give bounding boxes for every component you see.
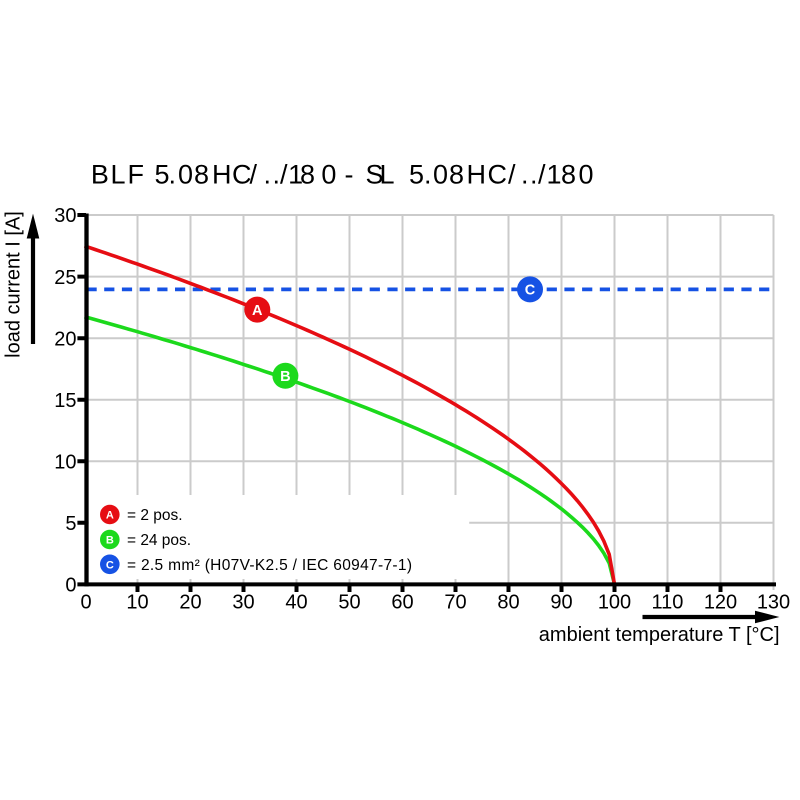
svg-text:0: 0 (80, 592, 91, 614)
svg-text:= 2 pos.: = 2 pos. (127, 507, 183, 524)
svg-text:70: 70 (444, 592, 466, 614)
svg-text:load current I [A]: load current I [A] (3, 211, 25, 358)
svg-text:30: 30 (232, 592, 254, 614)
svg-text:B: B (280, 369, 290, 385)
svg-text:C: C (106, 559, 114, 571)
svg-text:C: C (525, 283, 536, 299)
svg-text:A: A (252, 303, 263, 319)
svg-text:100: 100 (598, 592, 631, 614)
svg-text:10: 10 (126, 592, 148, 614)
svg-text:110: 110 (652, 592, 684, 614)
svg-text:50: 50 (338, 592, 360, 614)
svg-text:20: 20 (54, 328, 76, 350)
svg-text:= 24 pos.: = 24 pos. (127, 532, 191, 549)
svg-text:= 2.5 mm² (H07V-K2.5 / IEC 609: = 2.5 mm² (H07V-K2.5 / IEC 60947-7-1) (127, 557, 412, 574)
svg-text:120: 120 (704, 592, 737, 614)
svg-text:90: 90 (550, 592, 572, 614)
svg-text:30: 30 (54, 205, 76, 227)
svg-text:A: A (106, 510, 114, 522)
svg-text:40: 40 (285, 592, 307, 614)
svg-text:ambient temperature T [°C]: ambient temperature T [°C] (539, 624, 780, 646)
svg-text:0: 0 (65, 575, 76, 597)
svg-text:80: 80 (497, 592, 519, 614)
svg-text:20: 20 (179, 592, 201, 614)
svg-text:130: 130 (757, 592, 790, 614)
svg-text:B: B (106, 535, 114, 547)
svg-text:BLF 5.08HC/../180 - SL 5.08HC/: BLF 5.08HC/../180 - SL 5.08HC/../180 (91, 160, 594, 190)
svg-text:5: 5 (65, 513, 76, 535)
svg-text:10: 10 (54, 452, 76, 474)
svg-text:15: 15 (54, 390, 76, 412)
svg-text:60: 60 (391, 592, 413, 614)
svg-text:25: 25 (54, 267, 76, 289)
